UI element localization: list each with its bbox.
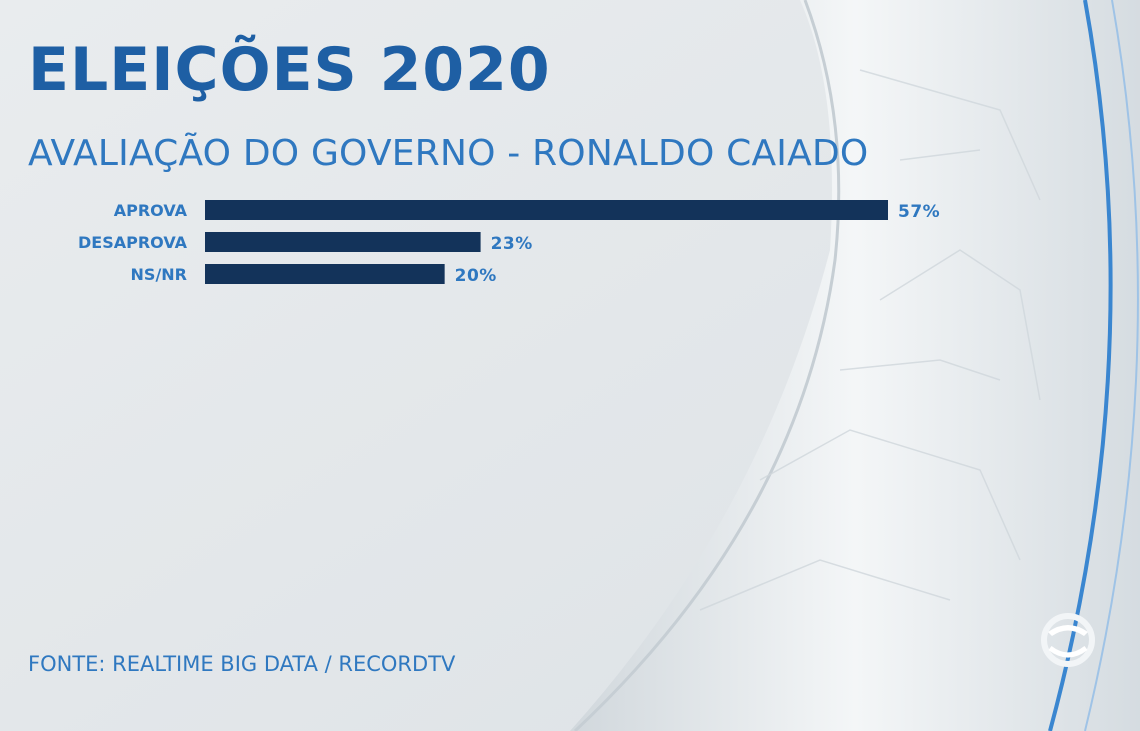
bar-desaprova	[205, 232, 481, 252]
approval-bar-chart: APROVA 57% DESAPROVA 23% NS/NR 20%	[78, 200, 940, 286]
source-note: FONTE: REALTIME BIG DATA / RECORDTV	[28, 652, 456, 676]
bar-aprova	[205, 200, 888, 220]
category-label-aprova: APROVA	[114, 201, 188, 220]
page-title: ELEIÇÕES 2020	[28, 35, 551, 105]
value-label-aprova: 57%	[898, 202, 940, 222]
category-label-ns-nr: NS/NR	[131, 265, 187, 284]
value-label-ns-nr: 20%	[455, 266, 497, 286]
bar-ns-nr	[205, 264, 445, 284]
value-label-desaprova: 23%	[491, 234, 533, 254]
recordtv-logo-icon	[1041, 613, 1095, 667]
page-subtitle: AVALIAÇÃO DO GOVERNO - RONALDO CAIADO	[28, 133, 869, 174]
category-label-desaprova: DESAPROVA	[78, 233, 188, 252]
